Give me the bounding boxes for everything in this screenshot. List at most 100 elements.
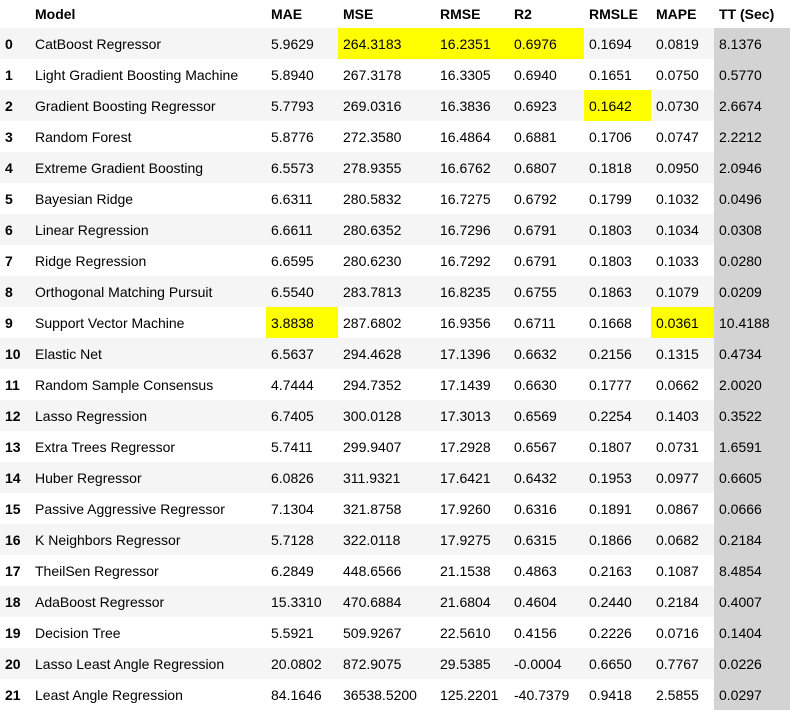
r2-cell: 0.6807 bbox=[514, 159, 557, 176]
row-index: 2 bbox=[5, 97, 13, 114]
tt-sec-cell: 0.0297 bbox=[714, 679, 790, 710]
rmse-cell: 17.1439 bbox=[440, 376, 491, 393]
r2-cell: -40.7379 bbox=[514, 686, 570, 703]
row-index: 12 bbox=[5, 407, 21, 424]
mae-cell: 3.8838 bbox=[266, 307, 338, 338]
tt-sec-cell: 10.4188 bbox=[714, 307, 790, 338]
tt-sec-cell: 0.1404 bbox=[714, 617, 790, 648]
mae-cell: 5.5921 bbox=[271, 624, 314, 641]
tt-sec-cell: 0.0308 bbox=[714, 214, 790, 245]
row-index: 6 bbox=[5, 221, 13, 238]
tt-sec-cell: 0.4007 bbox=[714, 586, 790, 617]
mape-cell: 0.0682 bbox=[656, 531, 699, 548]
row-index: 3 bbox=[5, 128, 13, 145]
model-name-cell: TheilSen Regressor bbox=[35, 562, 159, 579]
r2-cell: 0.6567 bbox=[514, 438, 557, 455]
mse-cell: 509.9267 bbox=[343, 624, 402, 641]
r2-cell: -0.0004 bbox=[514, 655, 562, 672]
tt-sec-cell: 0.3522 bbox=[714, 400, 790, 431]
index-header bbox=[0, 0, 30, 28]
model-name-cell: Random Sample Consensus bbox=[35, 376, 214, 393]
r2-cell: 0.6755 bbox=[514, 283, 557, 300]
mae-cell: 6.6611 bbox=[271, 221, 313, 238]
row-index: 15 bbox=[5, 500, 21, 517]
mae-cell: 6.5573 bbox=[271, 159, 314, 176]
mape-cell: 0.0867 bbox=[656, 500, 699, 517]
model-name-cell: Linear Regression bbox=[35, 221, 149, 238]
rmsle-cell: 0.1694 bbox=[589, 35, 632, 52]
tt-sec-cell: 1.6591 bbox=[714, 431, 790, 462]
mae-cell: 5.8940 bbox=[271, 66, 314, 83]
rmse-header: RMSE bbox=[440, 6, 481, 22]
tt-sec-cell: 2.2212 bbox=[714, 121, 790, 152]
table-row: 6 Linear Regression 6.6611 280.6352 16.7296 0… bbox=[0, 214, 790, 245]
mae-cell: 4.7444 bbox=[271, 376, 314, 393]
model-name-cell: Least Angle Regression bbox=[35, 686, 183, 703]
r2-cell: 0.6923 bbox=[514, 97, 557, 114]
mae-cell: 15.3310 bbox=[271, 593, 322, 610]
mae-cell: 5.9629 bbox=[271, 35, 314, 52]
r2-cell: 0.6711 bbox=[514, 314, 556, 331]
table-row: 19 Decision Tree 5.5921 509.9267 22.5610 0.41… bbox=[0, 617, 790, 648]
tt-sec-cell: 0.2184 bbox=[714, 524, 790, 555]
table-row: 8 Orthogonal Matching Pursuit 6.5540 283.78… bbox=[0, 276, 790, 307]
mse-cell: 283.7813 bbox=[343, 283, 402, 300]
row-index: 1 bbox=[5, 66, 13, 83]
table-row: 13 Extra Trees Regressor 5.7411 299.9407 17.… bbox=[0, 431, 790, 462]
table-row: 11 Random Sample Consensus 4.7444 294.7352 1… bbox=[0, 369, 790, 400]
table-row: 16 K Neighbors Regressor 5.7128 322.0118 17.… bbox=[0, 524, 790, 555]
mape-cell: 0.2184 bbox=[656, 593, 699, 610]
rmsle-cell: 0.1866 bbox=[589, 531, 632, 548]
model-name-cell: K Neighbors Regressor bbox=[35, 531, 181, 548]
model-name-cell: Elastic Net bbox=[35, 345, 102, 362]
mape-cell: 2.5855 bbox=[656, 686, 699, 703]
r2-cell: 0.4156 bbox=[514, 624, 557, 641]
row-index: 19 bbox=[5, 624, 21, 641]
rmse-cell: 29.5385 bbox=[440, 655, 491, 672]
row-index: 10 bbox=[5, 345, 21, 362]
mape-cell: 0.1315 bbox=[656, 345, 699, 362]
mape-cell: 0.0716 bbox=[656, 624, 699, 641]
table-row: 15 Passive Aggressive Regressor 7.1304 321.… bbox=[0, 493, 790, 524]
table-row: 0 CatBoost Regressor 5.9629 264.3183 16.2351… bbox=[0, 28, 790, 59]
mape-cell: 0.1032 bbox=[656, 190, 699, 207]
model-name-cell: Huber Regressor bbox=[35, 469, 142, 486]
table-row: 3 Random Forest 5.8776 272.3580 16.4864 0.688… bbox=[0, 121, 790, 152]
mae-cell: 6.5540 bbox=[271, 283, 314, 300]
mae-cell: 6.6311 bbox=[271, 190, 313, 207]
r2-cell: 0.6432 bbox=[514, 469, 557, 486]
rmse-cell: 16.7275 bbox=[440, 190, 491, 207]
rmse-cell: 16.3836 bbox=[440, 97, 491, 114]
rmse-cell: 17.1396 bbox=[440, 345, 491, 362]
tt-sec-cell: 8.4854 bbox=[714, 555, 790, 586]
mse-cell: 470.6884 bbox=[343, 593, 402, 610]
mape-cell: 0.1034 bbox=[656, 221, 699, 238]
row-index: 18 bbox=[5, 593, 21, 610]
mae-cell: 5.7128 bbox=[271, 531, 314, 548]
tt-sec-cell: 2.6674 bbox=[714, 90, 790, 121]
mse-cell: 448.6566 bbox=[343, 562, 402, 579]
rmsle-cell: 0.1863 bbox=[589, 283, 632, 300]
mape-cell: 0.0750 bbox=[656, 66, 699, 83]
table-row: 9 Support Vector Machine 3.8838 287.6802 16.… bbox=[0, 307, 790, 338]
r2-cell: 0.4863 bbox=[514, 562, 557, 579]
row-index: 8 bbox=[5, 283, 13, 300]
rmse-cell: 21.1538 bbox=[440, 562, 491, 579]
r2-cell: 0.6630 bbox=[514, 376, 557, 393]
model-name-cell: Random Forest bbox=[35, 128, 132, 145]
mae-cell: 6.0826 bbox=[271, 469, 314, 486]
table-row: 4 Extreme Gradient Boosting 6.5573 278.9355… bbox=[0, 152, 790, 183]
mse-cell: 269.0316 bbox=[343, 97, 402, 114]
row-index: 0 bbox=[5, 35, 13, 52]
mse-cell: 294.7352 bbox=[343, 376, 402, 393]
mape-header: MAPE bbox=[656, 6, 697, 22]
mae-cell: 5.8776 bbox=[271, 128, 314, 145]
row-index: 7 bbox=[5, 252, 13, 269]
model-name-cell: Decision Tree bbox=[35, 624, 121, 641]
mape-cell: 0.0819 bbox=[656, 35, 699, 52]
row-index: 4 bbox=[5, 159, 13, 176]
model-name-cell: Light Gradient Boosting Machine bbox=[35, 66, 239, 83]
rmsle-cell: 0.2163 bbox=[589, 562, 632, 579]
mape-cell: 0.1087 bbox=[656, 562, 699, 579]
